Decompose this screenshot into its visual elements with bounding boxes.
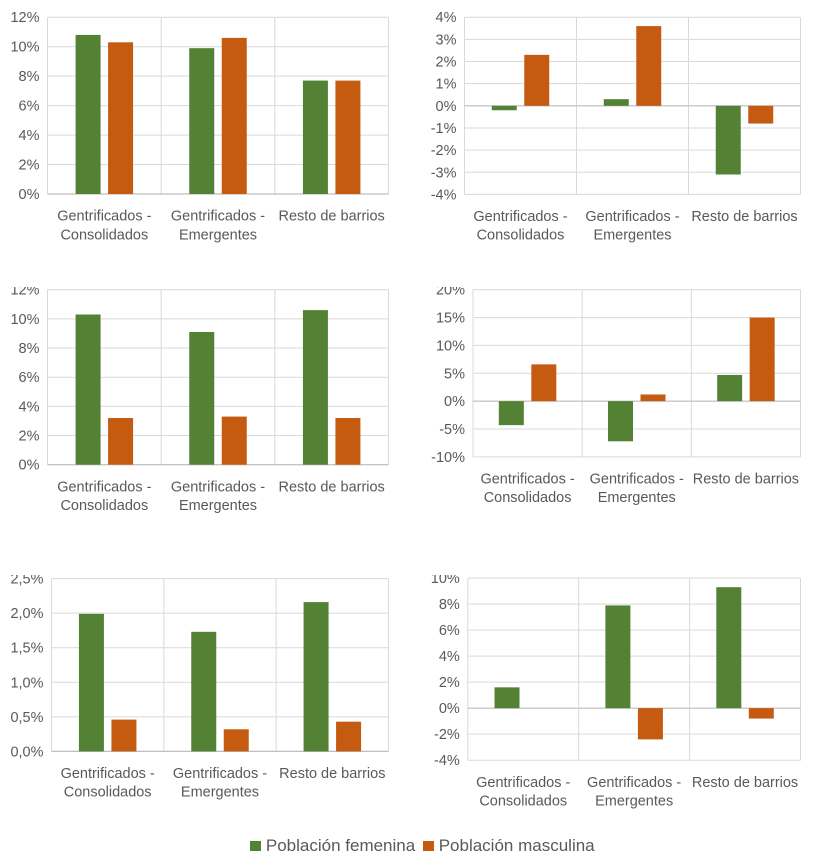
svg-text:-1%: -1% [430,121,456,137]
svg-text:-4%: -4% [434,753,460,769]
svg-text:Emergentes: Emergentes [181,784,259,800]
svg-text:Gentrificados -: Gentrificados - [57,480,151,496]
svg-text:Emergentes: Emergentes [179,498,257,514]
svg-text:-2%: -2% [430,143,456,159]
svg-text:10%: 10% [11,312,40,328]
svg-text:Emergentes: Emergentes [597,490,675,506]
svg-text:20%: 20% [436,287,465,299]
svg-text:Gentrificados -: Gentrificados - [61,766,155,782]
svg-text:4%: 4% [19,128,40,144]
svg-text:0%: 0% [438,701,459,717]
svg-text:15%: 15% [436,311,465,327]
svg-text:-2%: -2% [434,727,460,743]
svg-text:0,0%: 0,0% [10,744,43,760]
svg-text:6%: 6% [19,99,40,115]
svg-text:2,0%: 2,0% [10,606,43,622]
svg-text:1,0%: 1,0% [10,675,43,691]
svg-text:Consolidados: Consolidados [60,227,148,243]
svg-text:10%: 10% [11,40,40,56]
svg-text:2%: 2% [435,55,456,71]
svg-text:Emergentes: Emergentes [593,228,671,244]
svg-text:Gentrificados -: Gentrificados - [173,766,267,782]
svg-text:-4%: -4% [430,187,456,203]
svg-text:Resto de barrios: Resto de barrios [279,766,385,782]
svg-text:2%: 2% [438,675,459,691]
svg-text:6%: 6% [19,370,40,386]
svg-text:Consolidados: Consolidados [60,498,148,514]
svg-text:Resto de barrios: Resto de barrios [691,774,797,790]
svg-text:Gentrificados -: Gentrificados - [473,209,567,225]
svg-text:Resto de barrios: Resto de barrios [279,480,385,496]
svg-text:Gentrificados -: Gentrificados - [480,472,574,488]
svg-text:8%: 8% [19,69,40,85]
svg-text:Gentrificados -: Gentrificados - [171,480,265,496]
svg-text:10%: 10% [430,575,459,587]
svg-text:-10%: -10% [431,450,465,466]
svg-text:4%: 4% [435,10,456,26]
svg-text:10%: 10% [436,339,465,355]
svg-text:Consolidados: Consolidados [479,793,567,809]
svg-text:0%: 0% [19,458,40,474]
svg-text:Emergentes: Emergentes [179,227,257,243]
svg-text:Emergentes: Emergentes [595,793,673,809]
svg-text:2%: 2% [19,429,40,445]
svg-text:-5%: -5% [439,422,465,438]
svg-text:2%: 2% [19,158,40,174]
svg-text:12%: 12% [11,287,40,299]
svg-text:3%: 3% [435,32,456,48]
svg-text:5%: 5% [444,367,465,383]
svg-text:12%: 12% [11,10,40,26]
svg-text:0,5%: 0,5% [10,709,43,725]
svg-text:0%: 0% [444,394,465,410]
svg-text:Gentrificados -: Gentrificados - [57,209,151,225]
svg-text:2,5%: 2,5% [10,575,43,588]
svg-text:Resto de barrios: Resto de barrios [692,472,798,488]
svg-text:8%: 8% [19,341,40,357]
svg-text:Consolidados: Consolidados [64,784,152,800]
svg-text:Gentrificados -: Gentrificados - [171,209,265,225]
svg-text:Consolidados: Consolidados [483,490,571,506]
svg-text:Resto de barrios: Resto de barrios [691,209,797,225]
svg-text:Resto de barrios: Resto de barrios [279,209,385,225]
svg-text:4%: 4% [19,400,40,416]
svg-text:Gentrificados -: Gentrificados - [476,774,570,790]
svg-text:Consolidados: Consolidados [476,228,564,244]
svg-text:-3%: -3% [430,165,456,181]
svg-text:4%: 4% [438,649,459,665]
svg-text:1%: 1% [435,77,456,93]
svg-text:Gentrificados -: Gentrificados - [587,774,681,790]
svg-text:0%: 0% [435,99,456,115]
svg-text:8%: 8% [438,597,459,613]
svg-text:Gentrificados -: Gentrificados - [589,472,683,488]
svg-text:Gentrificados -: Gentrificados - [585,209,679,225]
svg-text:6%: 6% [438,623,459,639]
svg-text:0%: 0% [19,187,40,203]
svg-text:1,5%: 1,5% [10,640,43,656]
